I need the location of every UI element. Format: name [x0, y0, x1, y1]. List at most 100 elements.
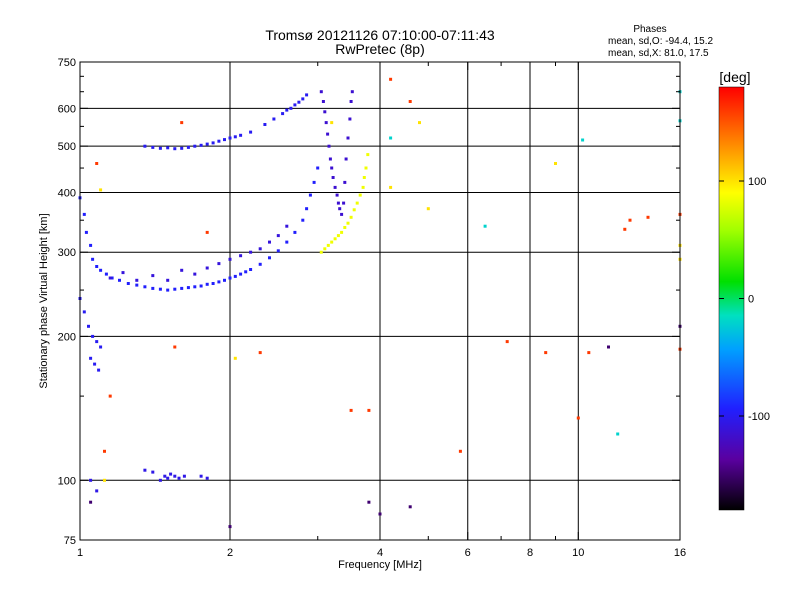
- data-point: [349, 100, 353, 103]
- x-tick-label: 1: [77, 547, 83, 559]
- data-point: [367, 408, 371, 412]
- data-point: [95, 162, 99, 165]
- x-axis-label: Frequency [MHz]: [338, 559, 422, 571]
- data-point: [199, 474, 203, 478]
- y-axis-label: Stationary phase Virtual Height [km]: [38, 213, 50, 388]
- data-point: [330, 121, 334, 125]
- data-point: [82, 212, 86, 216]
- data-point: [344, 157, 348, 161]
- data-point: [108, 276, 112, 280]
- data-point: [173, 287, 177, 291]
- data-point: [297, 100, 301, 104]
- y-tick-label: 300: [58, 247, 76, 259]
- data-point: [623, 227, 627, 231]
- data-point: [186, 286, 190, 290]
- data-point: [505, 340, 509, 344]
- data-point: [346, 221, 350, 225]
- data-point: [646, 215, 650, 219]
- stats-line-x: mean, sd,X: 81.0, 17.5: [608, 48, 709, 59]
- data-point: [166, 146, 170, 150]
- data-point: [323, 110, 327, 114]
- data-point: [327, 144, 331, 148]
- data-point: [126, 282, 130, 285]
- data-point: [233, 135, 237, 139]
- data-point: [239, 272, 243, 276]
- data-point: [99, 268, 103, 272]
- data-point: [285, 240, 289, 244]
- data-point: [408, 100, 412, 103]
- data-point: [199, 143, 203, 147]
- colorbar-tick-label: -100: [748, 411, 770, 423]
- data-point: [249, 268, 253, 271]
- data-point: [158, 478, 162, 482]
- data-point: [343, 180, 347, 184]
- data-point: [182, 474, 186, 478]
- data-point: [108, 394, 112, 398]
- data-point: [193, 272, 197, 276]
- data-point: [581, 138, 585, 142]
- data-point: [576, 416, 580, 420]
- echo-trace: [108, 224, 289, 282]
- data-point: [362, 176, 366, 179]
- data-point: [166, 288, 170, 292]
- x-tick-label: 8: [527, 547, 533, 559]
- data-point: [95, 340, 99, 344]
- data-point: [173, 147, 177, 151]
- data-point: [263, 123, 267, 126]
- data-point: [328, 157, 332, 161]
- data-point: [346, 136, 350, 140]
- data-point: [173, 474, 177, 478]
- data-point: [228, 136, 232, 140]
- data-point: [358, 193, 362, 197]
- data-point: [258, 351, 262, 355]
- y-tick-label: 75: [64, 535, 76, 547]
- data-point: [342, 201, 346, 205]
- data-point: [349, 215, 353, 219]
- data-point: [319, 250, 323, 254]
- data-point: [97, 368, 101, 372]
- data-point: [180, 286, 184, 290]
- x-tick-label: 2: [227, 547, 233, 559]
- data-point: [89, 356, 93, 360]
- data-point: [276, 234, 280, 238]
- data-point: [228, 257, 232, 261]
- data-point: [352, 208, 356, 212]
- data-point: [616, 432, 620, 436]
- axis-ticks: 1 2 4 6 8 10 16 75 100 200 300 400 500 600 750: [58, 57, 686, 559]
- data-point: [483, 224, 487, 228]
- data-point: [211, 141, 215, 145]
- data-point: [333, 185, 337, 189]
- data-point: [151, 145, 155, 149]
- data-point: [99, 345, 103, 349]
- data-point: [89, 500, 93, 504]
- data-point: [91, 257, 95, 261]
- x-tick-label: 6: [465, 547, 471, 559]
- data-point: [331, 176, 335, 179]
- data-point: [89, 243, 93, 247]
- data-point: [211, 282, 215, 285]
- data-point: [217, 139, 221, 143]
- data-point: [330, 240, 334, 244]
- data-point: [103, 478, 106, 482]
- data-point: [258, 262, 262, 266]
- echo-trace: [95, 77, 682, 453]
- data-point: [177, 476, 181, 480]
- data-point: [99, 188, 103, 192]
- y-tick-label: 750: [58, 57, 76, 69]
- data-point: [163, 474, 167, 478]
- data-point: [305, 207, 309, 211]
- data-point: [389, 185, 393, 189]
- data-point: [217, 280, 221, 284]
- data-point: [223, 278, 226, 282]
- data-point: [285, 108, 289, 112]
- data-point: [84, 230, 88, 234]
- data-point: [151, 286, 155, 290]
- data-point: [361, 185, 365, 189]
- plot-area: 1 2 4 6 8 10 16 75 100 200 300 400 500 600 750: [58, 57, 686, 559]
- data-point: [308, 193, 312, 197]
- data-point: [82, 310, 86, 314]
- data-point: [121, 271, 125, 275]
- data-point: [319, 90, 323, 94]
- y-tick-label: 100: [58, 475, 76, 487]
- data-point: [355, 201, 359, 205]
